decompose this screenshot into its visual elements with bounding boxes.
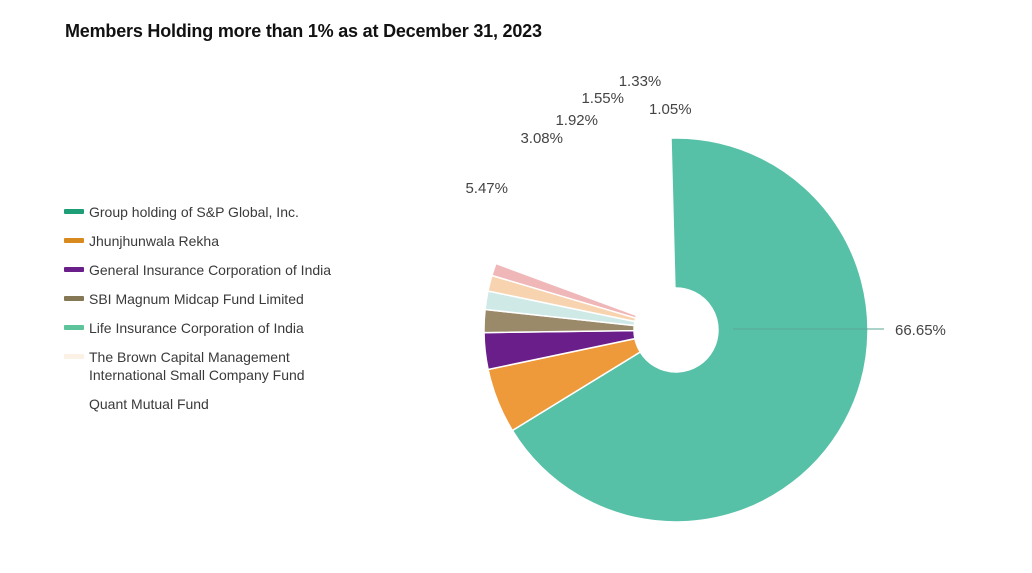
data-label: 1.92% [555, 112, 598, 129]
data-label: 3.08% [520, 130, 563, 147]
data-label: 5.47% [465, 180, 508, 197]
legend-label: Life Insurance Corporation of India [89, 320, 304, 336]
legend-swatch [64, 267, 84, 272]
legend-label: Jhunjhunwala Rekha [89, 233, 219, 249]
pie-slices [483, 137, 869, 523]
legend-item: Group holding of S&P Global, Inc. [64, 203, 384, 221]
legend-swatch [64, 401, 84, 406]
legend-item: The Brown Capital Management Internation… [64, 348, 384, 384]
legend-item: Quant Mutual Fund [64, 395, 384, 413]
legend-label: The Brown Capital Management Internation… [89, 349, 305, 383]
legend-label: SBI Magnum Midcap Fund Limited [89, 291, 304, 307]
legend: Group holding of S&P Global, Inc. Jhunjhu… [64, 203, 384, 424]
legend-item: Jhunjhunwala Rekha [64, 232, 384, 250]
data-label: 1.55% [581, 90, 624, 107]
data-label: 1.33% [619, 73, 662, 90]
data-label: 1.05% [649, 101, 692, 118]
pie-slice [511, 137, 869, 523]
data-label: 66.65% [895, 322, 946, 339]
legend-swatch [64, 354, 84, 359]
legend-swatch [64, 238, 84, 243]
legend-swatch [64, 325, 84, 330]
pie-slice [490, 262, 638, 320]
legend-item: SBI Magnum Midcap Fund Limited [64, 290, 384, 308]
legend-swatch [64, 209, 84, 214]
legend-swatch [64, 296, 84, 301]
legend-label: General Insurance Corporation of India [89, 262, 332, 278]
legend-label: Group holding of S&P Global, Inc. [89, 204, 299, 220]
legend-label: Quant Mutual Fund [89, 396, 209, 412]
legend-item: General Insurance Corporation of India [64, 261, 384, 279]
chart-title: Members Holding more than 1% as at Decem… [65, 21, 542, 41]
legend-item: Life Insurance Corporation of India [64, 319, 384, 337]
